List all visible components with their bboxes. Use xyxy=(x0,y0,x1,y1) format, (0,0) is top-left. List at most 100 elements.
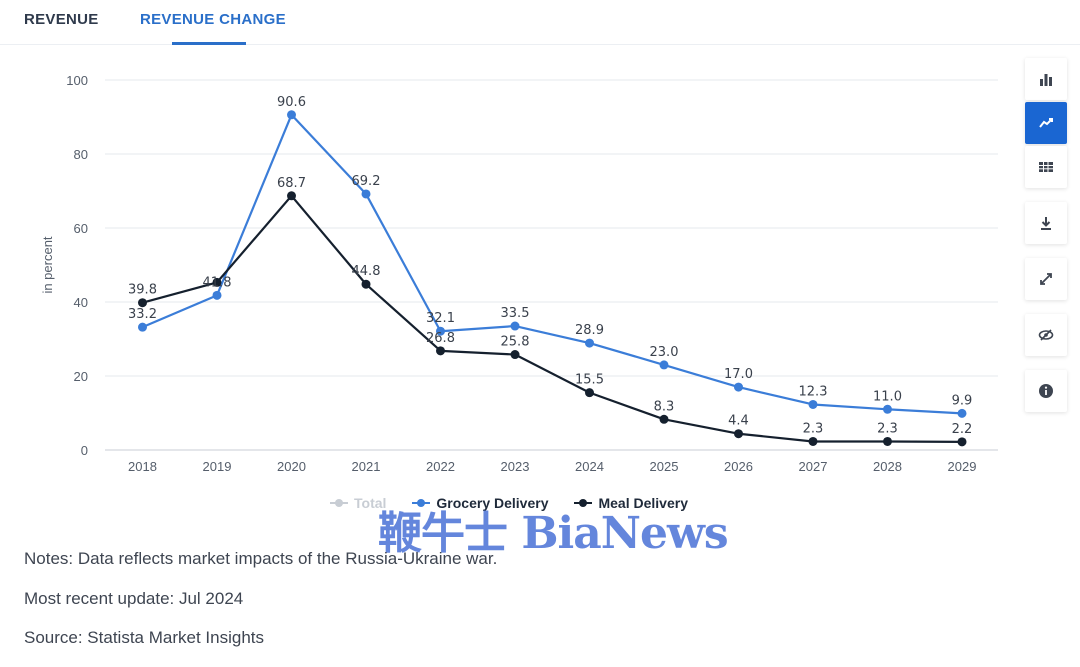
legend-item-meal[interactable]: Meal Delivery xyxy=(574,495,688,511)
y-tick-label: 100 xyxy=(66,73,88,88)
x-tick-label: 2022 xyxy=(426,459,455,474)
data-point-meal xyxy=(883,436,892,446)
x-tick-label: 2024 xyxy=(575,459,604,474)
data-point-meal xyxy=(361,279,371,289)
series-line-meal xyxy=(142,194,963,443)
data-point-grocery xyxy=(883,404,892,414)
y-tick-label: 60 xyxy=(74,221,88,236)
table-icon xyxy=(1039,162,1053,172)
line-chart-button[interactable] xyxy=(1025,102,1067,144)
legend-marker-meal xyxy=(574,498,593,508)
legend-label-total: Total xyxy=(354,495,387,511)
data-label-meal: 44.8 xyxy=(352,264,381,279)
data-point-grocery xyxy=(510,321,520,331)
data-point-grocery xyxy=(212,290,222,300)
data-label-grocery: 23.0 xyxy=(650,345,679,360)
data-label-grocery: 41.8 xyxy=(203,275,232,290)
data-point-grocery xyxy=(138,322,147,332)
info-icon xyxy=(1039,384,1053,398)
y-axis-label: in percent xyxy=(40,236,55,293)
data-point-meal xyxy=(808,436,818,446)
data-label-grocery: 12.3 xyxy=(799,384,828,399)
fullscreen-button[interactable] xyxy=(1025,258,1067,300)
legend-item-total[interactable]: Total xyxy=(330,495,386,511)
data-label-meal: 68.7 xyxy=(277,176,306,191)
data-point-meal xyxy=(510,350,520,360)
data-point-meal xyxy=(436,346,445,356)
data-label-meal: 2.2 xyxy=(952,422,973,437)
legend-marker-total xyxy=(330,498,348,508)
bar-chart-icon xyxy=(1040,74,1052,86)
data-label-meal: 8.3 xyxy=(654,399,675,414)
data-label-meal: 4.4 xyxy=(728,414,749,429)
data-label-grocery: 17.0 xyxy=(724,367,753,382)
watermark: 鞭牛士 BiaNews xyxy=(378,508,729,559)
data-point-grocery xyxy=(808,399,818,409)
x-tick-label: 2026 xyxy=(724,459,753,474)
data-point-grocery xyxy=(361,189,371,199)
data-label-meal: 39.8 xyxy=(128,283,157,298)
data-label-grocery: 28.9 xyxy=(575,323,604,338)
data-label-meal: 2.3 xyxy=(803,421,824,436)
tab-bar: REVENUE REVENUE CHANGE xyxy=(0,0,1080,45)
data-label-grocery: 11.0 xyxy=(873,389,902,404)
data-label-meal: 15.5 xyxy=(575,373,604,388)
data-label-grocery: 32.1 xyxy=(426,311,455,326)
x-tick-label: 2027 xyxy=(799,459,828,474)
data-point-meal xyxy=(957,437,967,447)
data-point-meal xyxy=(585,388,594,398)
download-icon xyxy=(1041,217,1051,230)
x-tick-label: 2028 xyxy=(873,459,902,474)
x-tick-label: 2023 xyxy=(501,459,530,474)
data-point-grocery xyxy=(287,110,296,120)
data-label-meal: 26.8 xyxy=(426,331,455,346)
data-label-grocery: 69.2 xyxy=(352,174,381,189)
legend-label-meal: Meal Delivery xyxy=(598,495,688,511)
chart-note: Notes: Data reflects market impacts of t… xyxy=(24,549,498,568)
expand-icon xyxy=(1040,273,1052,285)
y-tick-label: 40 xyxy=(74,295,88,310)
series-line-grocery xyxy=(142,113,963,415)
x-tick-label: 2020 xyxy=(277,459,306,474)
x-tick-label: 2025 xyxy=(650,459,679,474)
data-point-grocery xyxy=(957,408,967,418)
y-tick-label: 80 xyxy=(74,147,88,162)
y-tick-label: 20 xyxy=(74,369,88,384)
data-point-meal xyxy=(734,429,743,439)
chart-source: Source: Statista Market Insights xyxy=(24,628,264,647)
x-tick-label: 2018 xyxy=(128,459,157,474)
x-tick-label: 2029 xyxy=(948,459,977,474)
data-point-meal xyxy=(659,414,669,424)
data-label-grocery: 33.2 xyxy=(128,307,157,322)
data-label-grocery: 33.5 xyxy=(501,306,530,321)
legend-label-grocery: Grocery Delivery xyxy=(436,495,549,511)
data-label-meal: 25.8 xyxy=(501,335,530,350)
active-tab-indicator xyxy=(172,42,246,45)
chart-legend: Total Grocery Delivery Meal Delivery xyxy=(330,495,688,511)
data-label-grocery: 90.6 xyxy=(277,95,306,110)
hide-button[interactable] xyxy=(1025,314,1067,356)
bar-chart-button[interactable] xyxy=(1025,58,1067,100)
chart-update-date: Most recent update: Jul 2024 xyxy=(24,589,244,608)
tab-revenue[interactable]: REVENUE xyxy=(24,11,99,28)
data-point-meal xyxy=(212,277,222,287)
legend-item-grocery[interactable]: Grocery Delivery xyxy=(412,495,548,511)
tab-revenue-change[interactable]: REVENUE CHANGE xyxy=(140,11,286,28)
legend-marker-grocery xyxy=(412,498,431,508)
data-point-grocery xyxy=(436,326,445,336)
info-button[interactable] xyxy=(1025,370,1067,412)
data-label-meal: 2.3 xyxy=(877,421,898,436)
x-tick-label: 2021 xyxy=(352,459,381,474)
download-button[interactable] xyxy=(1025,202,1067,244)
data-point-meal xyxy=(287,191,296,201)
data-point-grocery xyxy=(659,360,669,370)
data-point-meal xyxy=(138,298,147,308)
hide-icon xyxy=(1038,329,1054,341)
x-tick-label: 2019 xyxy=(203,459,232,474)
data-label-grocery: 9.9 xyxy=(952,393,973,408)
line-chart-icon xyxy=(1039,118,1053,128)
y-tick-label: 0 xyxy=(81,443,88,458)
line-chart: 0 20 40 60 80 100 in percent 2018 2019 2020 2021 20… xyxy=(40,73,998,474)
data-point-grocery xyxy=(585,338,594,348)
table-button[interactable] xyxy=(1025,146,1067,188)
